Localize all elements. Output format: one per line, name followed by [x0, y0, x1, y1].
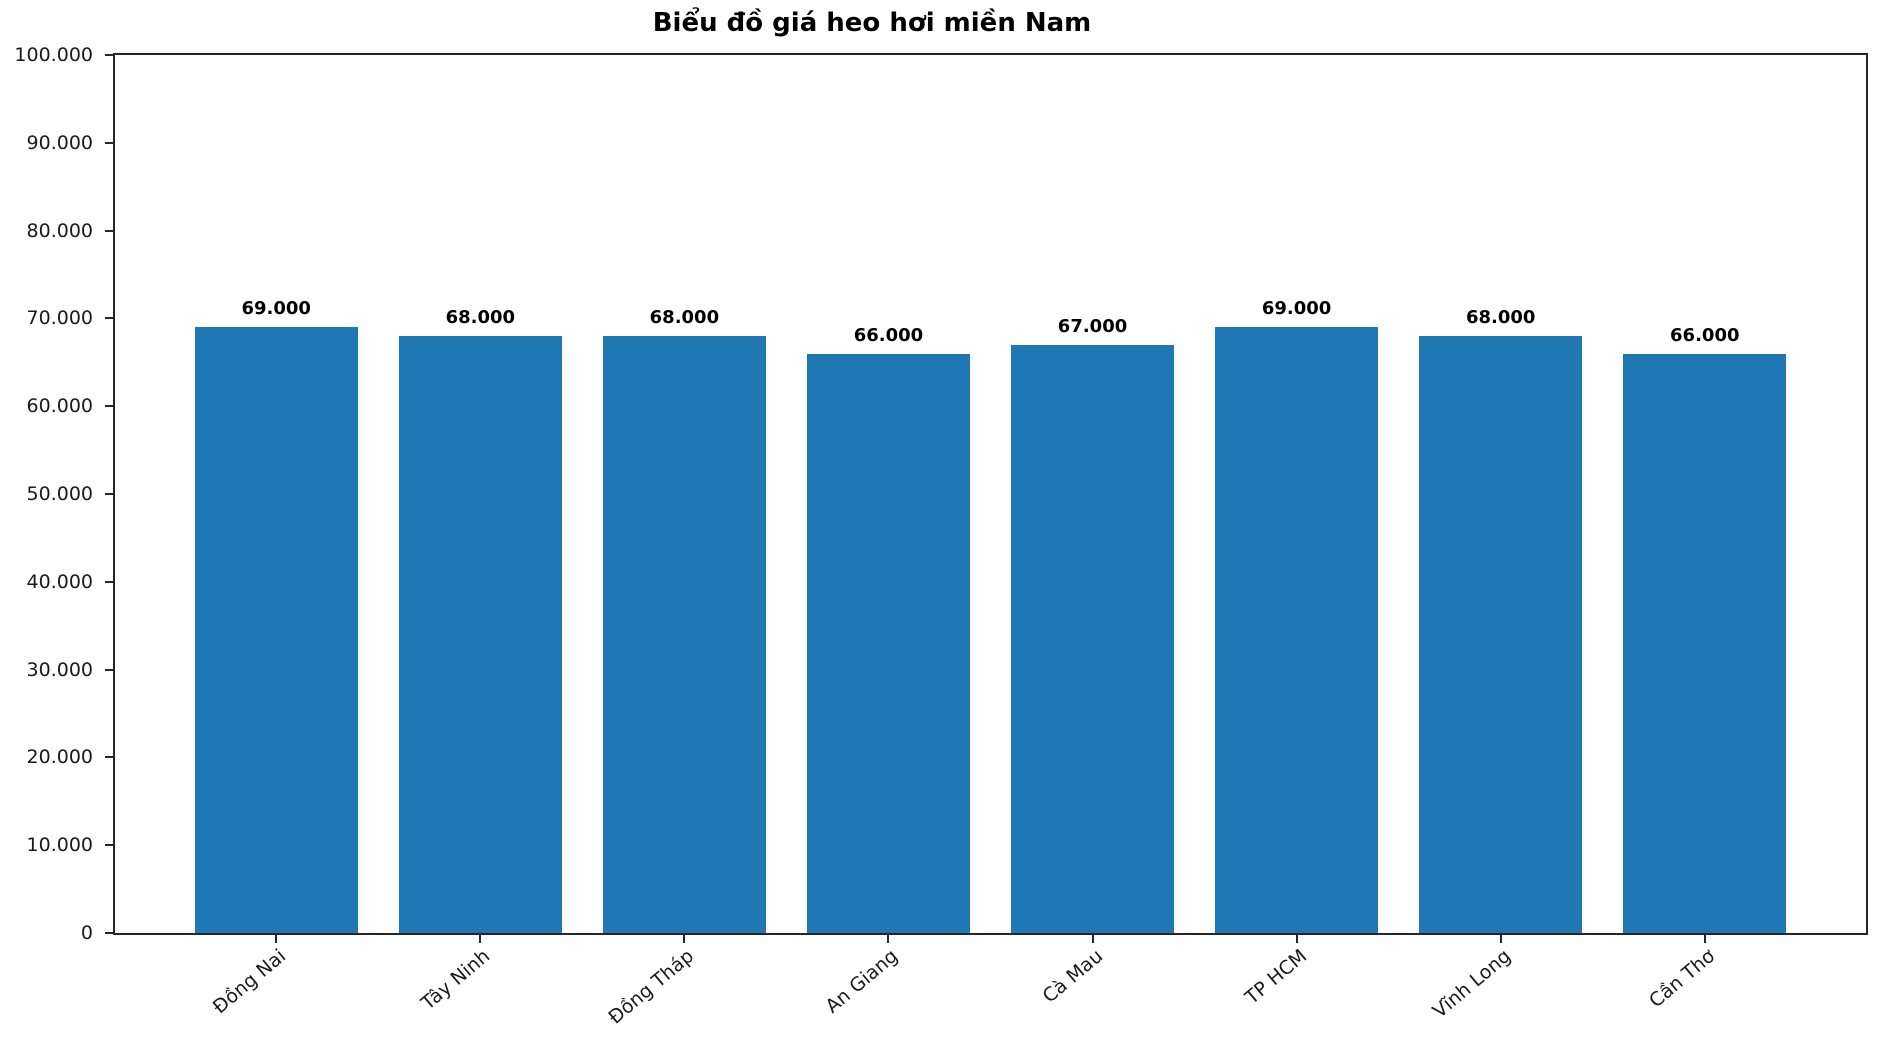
x-tick-label: Đồng Tháp	[604, 945, 699, 1029]
x-tick-label: Đồng Nai	[209, 945, 291, 1019]
y-tick-mark	[105, 844, 113, 847]
bar-value-label: 68.000	[1465, 306, 1536, 328]
plot-inner: 0 10.000 20.000 30.000 40.000 50.000 60.000 70.…	[14, 44, 1866, 1029]
y-tick-mark	[105, 493, 113, 495]
x-tick-label: An Giang	[821, 945, 903, 1018]
y-tick-mark	[105, 756, 113, 759]
y-tick-mark	[105, 317, 113, 320]
bar-value-label: 67.000	[1057, 315, 1128, 337]
x-tick-label: Cần Thơ	[1644, 945, 1719, 1013]
bar	[398, 335, 562, 933]
x-tick-mark	[479, 935, 482, 943]
bar-value-label: 69.000	[1261, 298, 1332, 320]
y-tick-mark	[105, 405, 113, 408]
bar	[194, 327, 358, 933]
y-tick-mark	[105, 668, 113, 671]
bar	[602, 335, 766, 933]
plot-area: 0 10.000 20.000 30.000 40.000 50.000 60.000 70.…	[14, 44, 1868, 1029]
x-tick-mark	[275, 935, 278, 943]
x-tick-mark	[1091, 935, 1094, 943]
bar	[1010, 344, 1175, 933]
bar	[1419, 335, 1583, 933]
y-tick-label: 70.000	[26, 307, 93, 330]
bar-value-label: 68.000	[649, 306, 720, 328]
chart-title: Biểu đồ giá heo hơi miền Nam	[652, 8, 1092, 38]
y-tick-label: 0	[80, 922, 93, 944]
x-tick-mark	[1703, 935, 1706, 943]
y-tick-label: 40.000	[26, 570, 93, 593]
bar-value-label: 66.000	[1670, 324, 1740, 346]
y-tick-label: 60.000	[26, 395, 93, 418]
bar-value-label: 66.000	[853, 324, 924, 346]
x-tick-label: TP HCM	[1240, 945, 1311, 1009]
x-tick-mark	[1499, 935, 1502, 943]
y-tick-label: 20.000	[26, 746, 93, 769]
y-tick-mark	[105, 580, 113, 583]
y-tick-mark	[105, 141, 113, 144]
x-tick-label: Vĩnh Long	[1428, 945, 1515, 1023]
x-tick-label: Tây Ninh	[417, 945, 495, 1015]
bar-value-label: 69.000	[241, 298, 311, 320]
x-tick-mark	[1295, 935, 1298, 943]
x-tick-mark	[683, 935, 686, 943]
y-tick-mark	[105, 229, 113, 232]
y-tick-label: 10.000	[26, 834, 93, 857]
bar	[1214, 327, 1379, 933]
x-tick-label: Cà Mau	[1038, 945, 1107, 1008]
x-tick-mark	[887, 935, 890, 943]
bar	[806, 353, 971, 933]
y-tick-mark	[105, 932, 113, 934]
y-tick-label: 90.000	[26, 131, 93, 154]
y-tick-mark	[105, 54, 113, 56]
bar	[1623, 353, 1787, 933]
y-tick-label: 100.000	[14, 44, 93, 66]
y-tick-label: 50.000	[26, 483, 93, 505]
bar-value-label: 68.000	[445, 306, 516, 328]
y-tick-label: 80.000	[26, 219, 93, 242]
y-tick-label: 30.000	[26, 658, 93, 681]
